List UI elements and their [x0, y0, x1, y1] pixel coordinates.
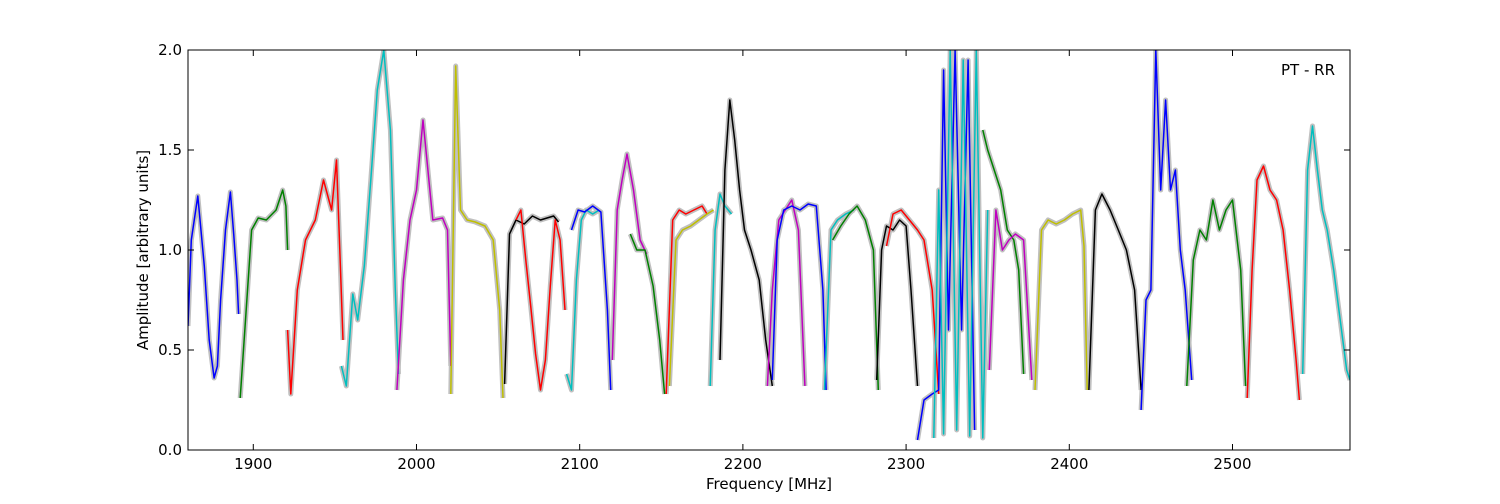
series-line-9: [565, 209, 600, 391]
series-line-21: [875, 219, 919, 387]
y-tick-label: 2.0: [158, 41, 182, 59]
series-line-22: [885, 209, 940, 395]
axis-ticks: 1900 2000 2100 2200 2300 2400 2500 0.0 0.5 1.0 1.5…: [158, 41, 1350, 473]
y-tick-label: 0.0: [158, 441, 182, 459]
series-line-18: [771, 203, 827, 391]
series-line-14: [668, 209, 714, 387]
x-tick-label: 2000: [397, 455, 435, 473]
series-line-30: [1186, 199, 1247, 387]
series-line-19: [823, 209, 855, 391]
y-tick-label: 1.5: [158, 141, 182, 159]
series-line-28: [1088, 193, 1142, 391]
series-layer: [188, 50, 1350, 441]
y-tick-label: 0.5: [158, 341, 182, 359]
series-line-26: [988, 209, 1033, 381]
x-tick-label: 2300: [887, 455, 925, 473]
series-line-29: [1140, 50, 1193, 411]
x-tick-label: 2100: [561, 455, 599, 473]
y-tick-label: 1.0: [158, 241, 182, 259]
series-line-4: [340, 50, 400, 387]
series-line-2: [239, 189, 289, 399]
series-line-32: [1301, 125, 1350, 381]
x-tick-label: 2400: [1050, 455, 1088, 473]
x-axis-label: Frequency [MHz]: [706, 475, 832, 493]
x-tick-label: 1900: [234, 455, 272, 473]
series-line-6: [450, 65, 504, 399]
series-line-1: [188, 191, 240, 379]
series-line-27: [1034, 209, 1088, 391]
series-line-24: [933, 50, 989, 439]
legend-annotation: PT - RR: [1281, 61, 1335, 79]
plot-frame: [187, 49, 1351, 451]
series-line-3: [286, 159, 344, 395]
series-line-5: [396, 119, 452, 391]
series-line-16: [719, 99, 774, 387]
series-line-15: [709, 193, 733, 387]
x-tick-label: 2500: [1213, 455, 1251, 473]
plot-area: [188, 50, 1350, 450]
series-line-8: [515, 209, 566, 391]
series-line-11: [611, 153, 648, 361]
series-line-31: [1246, 165, 1301, 401]
series-line-20: [831, 205, 880, 391]
x-tick-label: 2200: [724, 455, 762, 473]
series-line-13: [665, 205, 708, 395]
series-line-10: [570, 205, 612, 391]
series-line-12: [629, 233, 666, 395]
series-line-7: [503, 215, 560, 385]
y-axis-label: Amplitude [arbitrary units]: [134, 150, 152, 350]
series-line-25: [982, 129, 1025, 375]
